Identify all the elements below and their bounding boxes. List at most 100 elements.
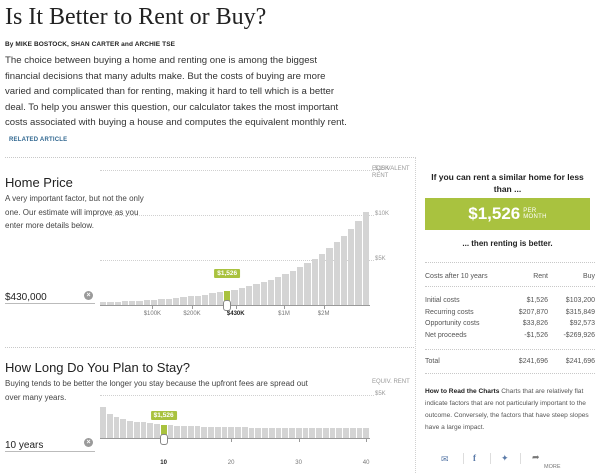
chart-bar bbox=[143, 300, 151, 305]
facebook-icon[interactable]: f bbox=[473, 453, 476, 463]
intro-text: The choice between buying a home and ren… bbox=[5, 55, 347, 128]
gridline bbox=[100, 215, 374, 216]
y-tick-label: $5K bbox=[375, 256, 386, 262]
costs-header-buy: Buy bbox=[582, 273, 595, 280]
chart-bar bbox=[209, 293, 216, 305]
chart-bar bbox=[127, 420, 133, 438]
cost-label: Recurring costs bbox=[425, 308, 474, 316]
slider-handle[interactable] bbox=[223, 300, 232, 311]
chart-bar bbox=[154, 423, 160, 438]
cost-label: Opportunity costs bbox=[425, 320, 480, 327]
cost-rent: -$1,526 bbox=[524, 331, 548, 339]
result-amount: $1,526 bbox=[468, 204, 521, 223]
x-tick-label: $100K bbox=[143, 311, 162, 317]
chart-bar bbox=[275, 276, 282, 305]
chart-bar bbox=[231, 289, 238, 305]
chart-bar bbox=[318, 253, 326, 305]
chart-bar bbox=[248, 427, 255, 438]
home-price-input-wrapper bbox=[5, 287, 95, 304]
chart-bar bbox=[268, 427, 275, 438]
selected-value-flag: $1,526 bbox=[150, 410, 177, 420]
share-bar: ✉ f ✦ ➦ MORE bbox=[425, 448, 595, 470]
divider bbox=[5, 347, 414, 348]
chart-bar bbox=[262, 427, 268, 438]
share-more-button[interactable]: MORE bbox=[544, 455, 561, 473]
divider bbox=[425, 373, 595, 374]
x-tick-label: $2M bbox=[317, 311, 330, 317]
stay-title: How Long Do You Plan to Stay? bbox=[5, 360, 191, 375]
cost-rent: $207,870 bbox=[518, 308, 548, 316]
share-arrow-icon[interactable]: ➦ bbox=[532, 452, 540, 462]
chart-bar bbox=[329, 428, 336, 438]
total-rent: $241,696 bbox=[518, 358, 548, 365]
chart-bar bbox=[214, 426, 221, 438]
chart-bar bbox=[140, 422, 147, 438]
home-price-description: A very important factor, but not the onl… bbox=[5, 194, 144, 230]
chart-bar bbox=[297, 267, 304, 305]
costs-header: Costs after 10 years Rent Buy bbox=[425, 271, 595, 283]
result-unit-line1: PER bbox=[523, 207, 537, 214]
stay-chart[interactable]: EQUIV. RENT $5K 10 20 30 40 $1,526 bbox=[100, 375, 414, 473]
chart-bar bbox=[238, 287, 245, 305]
chart-bar bbox=[289, 270, 297, 305]
clear-icon[interactable]: × bbox=[84, 291, 93, 300]
chart-bar bbox=[151, 299, 158, 305]
result-unit: PER MONTH bbox=[523, 208, 547, 221]
x-tick-label: 30 bbox=[295, 460, 302, 466]
costs-header-label: Costs after 10 years bbox=[425, 273, 488, 280]
clear-icon[interactable]: × bbox=[84, 438, 93, 447]
chart-bar bbox=[160, 424, 167, 438]
costs-total: Total $241,696 $241,696 bbox=[425, 356, 595, 368]
x-tick-label: $1M bbox=[278, 311, 290, 317]
chart-bar bbox=[174, 425, 180, 438]
byline: By MIKE BOSTOCK, SHAN CARTER and ARCHIE … bbox=[5, 41, 176, 48]
chart-bar bbox=[167, 425, 174, 438]
result-unit-line2: MONTH bbox=[523, 214, 547, 220]
x-tick-label: 10 bbox=[160, 460, 167, 466]
chart-bar bbox=[289, 427, 295, 438]
related-article-link[interactable]: RELATED ARTICLE bbox=[9, 136, 68, 143]
selected-value-flag: $1,526 bbox=[214, 269, 241, 279]
chart-bar bbox=[113, 417, 120, 438]
chart-bar bbox=[363, 428, 369, 438]
cost-rent: $1,526 bbox=[526, 297, 548, 304]
cost-buy: $92,573 bbox=[569, 320, 595, 327]
chart-bar bbox=[282, 427, 288, 438]
table-row: Opportunity costs $33,826 $92,573 bbox=[425, 318, 595, 330]
cost-rent: $33,826 bbox=[522, 320, 548, 327]
chart-bar bbox=[133, 421, 140, 438]
chart-bar bbox=[282, 273, 289, 305]
chart-bar bbox=[158, 299, 165, 305]
stay-input[interactable] bbox=[5, 440, 85, 451]
total-label: Total bbox=[425, 358, 440, 365]
chart-bar bbox=[316, 428, 322, 438]
chart-axis-header: EQUIVALENT RENT bbox=[372, 166, 410, 179]
home-price-chart[interactable]: EQUIVALENT RENT $15K $10K $5K $100K $200K $430… bbox=[100, 160, 414, 330]
gridline bbox=[100, 260, 374, 261]
home-price-input[interactable] bbox=[5, 292, 85, 303]
twitter-icon[interactable]: ✦ bbox=[501, 453, 509, 463]
chart-bar bbox=[194, 295, 202, 305]
chart-bar bbox=[326, 248, 333, 305]
x-tick bbox=[231, 439, 233, 442]
chart-bar bbox=[245, 286, 253, 305]
y-tick-label: $15K bbox=[375, 166, 390, 172]
x-tick bbox=[298, 439, 300, 442]
chart-bar bbox=[147, 423, 153, 438]
page-title: Is It Better to Rent or Buy? bbox=[5, 4, 267, 30]
x-axis bbox=[100, 438, 370, 439]
divider bbox=[490, 453, 491, 464]
x-tick bbox=[152, 306, 154, 309]
slider-handle[interactable] bbox=[159, 434, 168, 445]
x-tick-label: $200K bbox=[183, 311, 201, 317]
table-row: Initial costs $1,526 $103,200 bbox=[425, 295, 595, 307]
chart-bar bbox=[201, 426, 207, 438]
email-icon[interactable]: ✉ bbox=[441, 454, 449, 464]
home-price-title: Home Price bbox=[5, 175, 73, 190]
chart-bar bbox=[216, 292, 224, 305]
x-tick bbox=[235, 306, 237, 309]
chart-bar bbox=[187, 426, 194, 438]
chart-bar bbox=[336, 428, 342, 438]
chart-bar bbox=[194, 426, 201, 438]
table-row: Total $241,696 $241,696 bbox=[425, 356, 595, 368]
